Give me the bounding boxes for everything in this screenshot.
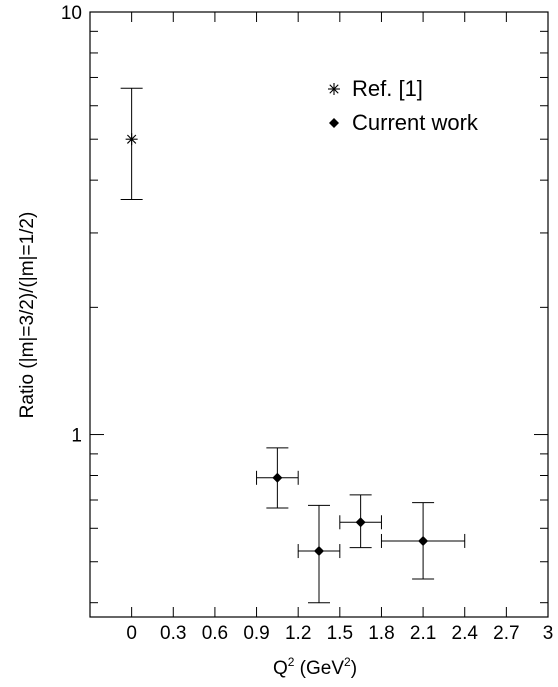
legend: Ref. [1] Current work — [328, 76, 479, 135]
data-marks — [120, 87, 466, 604]
legend-entry: Current work — [329, 110, 479, 135]
asterisk-stroke — [127, 134, 137, 144]
data-point — [256, 447, 299, 509]
x-axis-title: Q2 (GeV2) — [273, 655, 357, 679]
x-tick-label: 0.9 — [243, 623, 269, 644]
axes: 0 0.3 0.6 0.9 1.2 1.5 1.8 2.1 2.4 2.7 3 1 10 — [61, 3, 553, 644]
x-tick-label: 0 — [126, 623, 137, 644]
x-tick-label: 1.2 — [285, 623, 311, 644]
diamond-marker — [355, 517, 366, 528]
x-tick-label: 2.4 — [452, 623, 479, 644]
legend-diamond-marker — [329, 118, 339, 128]
x-tick-label: 0.6 — [202, 623, 228, 644]
legend-label: Ref. [1] — [352, 76, 423, 101]
x-tick-label: 2.7 — [493, 623, 519, 644]
plot-frame — [89, 11, 549, 618]
x-tick-label: 1.5 — [327, 623, 353, 644]
diamond-marker — [418, 535, 429, 546]
data-point — [380, 502, 466, 580]
data-point — [297, 504, 341, 604]
x-tick-label: 3 — [543, 623, 554, 644]
asterisk-stroke — [329, 84, 339, 94]
y-tick-label: 10 — [61, 3, 82, 24]
x-tick-label: 0.3 — [160, 623, 186, 644]
legend-label: Current work — [352, 110, 479, 135]
x-tick-label: 2.1 — [410, 623, 436, 644]
diamond-marker — [314, 546, 324, 557]
asterisk-marker — [125, 133, 138, 146]
y-tick-label: 1 — [71, 426, 82, 447]
legend-entry: Ref. [1] — [328, 76, 423, 101]
x-tick-label: 1.8 — [368, 623, 394, 644]
data-point — [120, 87, 143, 200]
data-point — [339, 494, 382, 549]
diamond-marker — [272, 472, 283, 483]
legend-asterisk-marker — [328, 83, 340, 95]
y-axis-title: Ratio (|m|=3/2)/(|m|=1/2) — [17, 212, 38, 419]
